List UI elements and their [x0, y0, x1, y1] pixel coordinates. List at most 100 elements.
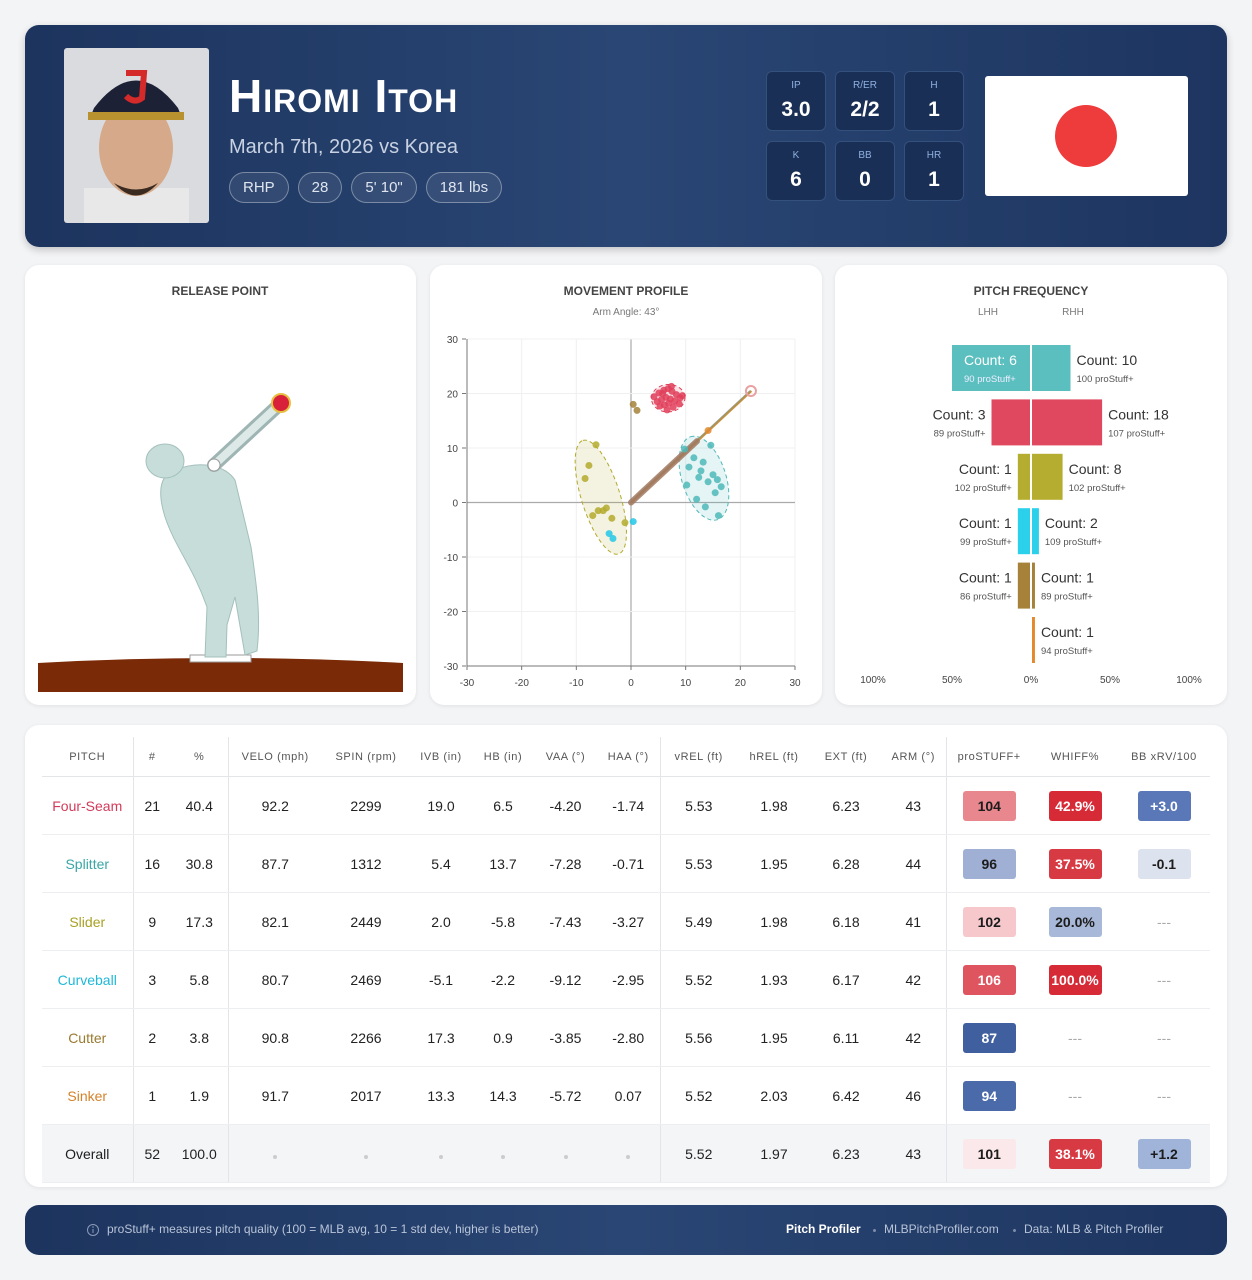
table-cell: -5.1 — [410, 950, 472, 1009]
pitch-name: Four-Seam — [42, 776, 134, 835]
cluster-ellipse — [574, 439, 627, 555]
empty-dot — [273, 1154, 278, 1159]
xrv-cell: +1.2 — [1118, 1124, 1210, 1183]
header-row: PITCH #% VELO (mph) SPIN (rpm) IVB (in) HB (i… — [42, 737, 1210, 777]
player-name: Hiromi Itoh — [229, 70, 459, 122]
table-cell: 3.8 — [171, 1008, 229, 1067]
empty-dot — [439, 1154, 443, 1159]
whiff-cell: --- — [1032, 1008, 1118, 1067]
pitch-point — [707, 441, 715, 449]
stuff-cell: 104 — [946, 776, 1032, 835]
pitch-name: Curveball — [42, 950, 134, 1009]
pitch-point — [650, 393, 658, 401]
frequency-panel: PITCH FREQUENCY LHH RHH 100% 50% 0% 50% 100% Cou… — [835, 265, 1227, 705]
table-cell: 6.18 — [811, 892, 881, 951]
table-cell: 30.8 — [171, 834, 229, 893]
xrv-badge: +1.2 — [1137, 1138, 1191, 1169]
count-label: Count: 1 — [1041, 570, 1094, 586]
pitch-point — [713, 476, 721, 484]
panel-title: MOVEMENT PROFILE — [564, 284, 689, 298]
frequency-bar — [1032, 508, 1039, 555]
xrv-cell: --- — [1118, 1066, 1210, 1125]
stuff-label: 89 proStuff+ — [934, 428, 986, 439]
table-cell: -0.71 — [597, 834, 661, 893]
pitch-point — [594, 507, 602, 515]
whiff-badge: 20.0% — [1048, 906, 1102, 937]
table-cell: 1.93 — [737, 950, 811, 1009]
stat-value: 0 — [859, 168, 871, 191]
pitch-point — [589, 512, 597, 520]
table-cell: 17.3 — [171, 892, 229, 951]
table-cell: 2469 — [322, 950, 410, 1009]
whiff-cell: 38.1% — [1032, 1124, 1118, 1183]
flag — [985, 76, 1188, 196]
stat-label: R/ER — [853, 80, 877, 91]
empty-cell — [597, 1124, 661, 1183]
frequency-bar — [1017, 562, 1030, 609]
footer-note: proStuff+ measures pitch quality (100 = … — [107, 1222, 539, 1236]
table-cell: 14.3 — [472, 1066, 534, 1125]
empty-value: --- — [1068, 1087, 1082, 1104]
table-cell: 2.03 — [737, 1066, 811, 1125]
count-label: Count: 2 — [1045, 515, 1098, 531]
frequency-bar — [991, 399, 1030, 446]
release-panel: RELEASE POINT — [25, 265, 416, 705]
column-header: BB xRV/100 — [1118, 737, 1210, 777]
table-cell: 0.9 — [472, 1008, 534, 1067]
stuff-label: 90 proStuff+ — [964, 374, 1016, 385]
table-cell: -7.28 — [534, 834, 597, 893]
stuff-badge: 102 — [962, 906, 1016, 937]
stat-value: 6 — [790, 168, 802, 191]
stuff-cell: 106 — [946, 950, 1032, 1009]
pitch-point — [683, 481, 691, 489]
pitch-point — [697, 467, 705, 475]
table-cell: 1.98 — [737, 892, 811, 951]
empty-cell — [228, 1124, 322, 1183]
xrv-cell: --- — [1118, 892, 1210, 951]
stuff-label: 99 proStuff+ — [960, 537, 1012, 548]
stuff-label: 100 proStuff+ — [1077, 374, 1135, 385]
table-cell: 6.42 — [811, 1066, 881, 1125]
pitch-point — [690, 454, 698, 462]
pitch-point — [699, 458, 707, 466]
table-cell: 17.3 — [410, 1008, 472, 1067]
pitch-point — [714, 512, 722, 520]
whiff-badge: 100.0% — [1048, 964, 1102, 995]
footer: proStuff+ measures pitch quality (100 = … — [25, 1205, 1227, 1255]
xrv-badge: -0.1 — [1137, 848, 1191, 879]
arm-angle-end — [744, 384, 757, 397]
table-cell: 1.9 — [171, 1066, 229, 1125]
empty-dot — [626, 1154, 631, 1159]
table-cell: 2017 — [322, 1066, 410, 1125]
table-cell: 2.0 — [410, 892, 472, 951]
separator — [1013, 1229, 1016, 1232]
whiff-cell: --- — [1032, 1066, 1118, 1125]
table-cell: 19.0 — [410, 776, 472, 835]
column-header: EXT (ft) — [811, 737, 881, 777]
table-cell: 5.49 — [660, 892, 737, 951]
table-cell: 42 — [881, 1008, 947, 1067]
count-label: Count: 1 — [959, 461, 1012, 477]
table-cell: 13.7 — [472, 834, 534, 893]
table-cell: 1 — [133, 1066, 171, 1125]
column-header: proSTUFF+ — [946, 737, 1032, 777]
x-tick-label: -30 — [460, 678, 475, 689]
empty-cell — [410, 1124, 472, 1183]
stat-tile: R/ER 2/2 — [835, 71, 895, 131]
pitch-point — [704, 427, 712, 435]
table-cell: 80.7 — [228, 950, 322, 1009]
count-label: Count: 3 — [933, 406, 986, 422]
empty-dot — [364, 1154, 368, 1159]
count-label: Count: 18 — [1108, 406, 1169, 422]
stuff-label: 94 proStuff+ — [1041, 646, 1093, 657]
table-body: Four-Seam 21 40.4 92.2 2299 19.0 6.5 -4.20 -1.74… — [42, 776, 1210, 1183]
table-cell: 1.98 — [737, 776, 811, 835]
x-tick-label: 20 — [735, 678, 747, 689]
stuff-cell: 96 — [946, 834, 1032, 893]
frequency-bar — [1032, 617, 1035, 663]
table-row: Overall 52 100.0 5.52 1.97 6.23 43 101 38.1% +1.2 — [42, 1124, 1210, 1183]
stuff-cell: 87 — [946, 1008, 1032, 1067]
frequency-bar — [1017, 453, 1030, 500]
xrv-cell: -0.1 — [1118, 834, 1210, 893]
